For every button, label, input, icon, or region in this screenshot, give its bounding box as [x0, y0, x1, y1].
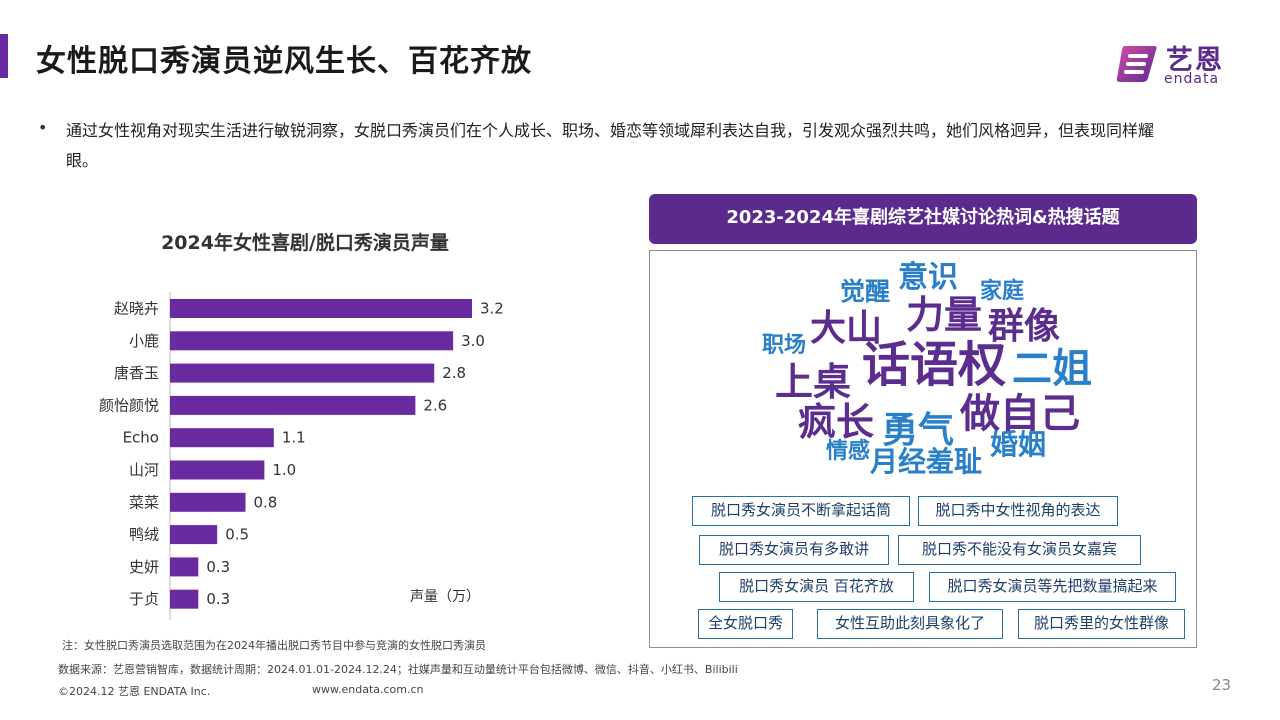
bar	[170, 557, 199, 577]
word-cloud-term: 婚姻	[990, 428, 1047, 461]
value-label: 0.8	[254, 493, 278, 511]
category-label: Echo	[123, 429, 159, 447]
hot-topic-tag: 脱口秀中女性视角的表达	[918, 496, 1118, 526]
category-label: 鸭绒	[129, 526, 159, 544]
logo-text-cn: 艺恩	[1166, 45, 1224, 76]
category-label: 颜怡颜悦	[99, 396, 159, 414]
value-label: 0.3	[206, 558, 230, 576]
hot-topic-tag: 脱口秀女演员 百花齐放	[719, 572, 914, 602]
footnote: 注：女性脱口秀演员选取范围为在2024年播出脱口秀节目中参与竞演的女性脱口秀演员	[62, 639, 486, 652]
value-label: 0.3	[206, 590, 230, 608]
category-label: 于贞	[129, 590, 159, 608]
copyright: ©2024.12 艺恩 ENDATA Inc.	[58, 685, 211, 698]
value-label: 1.1	[282, 429, 306, 447]
chart-unit-label: 声量（万）	[410, 589, 480, 605]
bar	[170, 525, 218, 545]
chart-title: 2024年女性喜剧/脱口秀演员声量	[161, 232, 449, 254]
bar	[170, 363, 435, 383]
value-label: 1.0	[272, 461, 296, 479]
bar	[170, 331, 454, 351]
value-label: 3.0	[461, 332, 485, 350]
endata-logo-icon	[1116, 46, 1157, 82]
word-cloud-term: 月经羞耻	[870, 445, 983, 478]
category-label: 菜菜	[129, 493, 159, 511]
page-title: 女性脱口秀演员逆风生长、百花齐放	[36, 44, 532, 79]
endata-logo: 艺恩 endata	[1114, 38, 1244, 90]
bullet-marker: •	[38, 118, 48, 137]
bar	[170, 492, 246, 512]
data-source: 数据来源：艺恩营销智库，数据统计周期：2024.01.01-2024.12.24…	[58, 663, 738, 676]
word-cloud-term: 上桌	[775, 360, 852, 404]
hot-topic-tag: 脱口秀女演员有多敢讲	[699, 535, 889, 565]
word-cloud-term: 觉醒	[840, 277, 891, 306]
bar	[170, 589, 199, 609]
hot-topic-tag: 女性互助此刻具象化了	[817, 609, 1003, 639]
logo-text-en: endata	[1164, 71, 1220, 87]
category-label: 小鹿	[129, 332, 159, 350]
website: www.endata.com.cn	[312, 683, 424, 696]
hot-topic-tag: 脱口秀里的女性群像	[1018, 609, 1185, 639]
word-cloud-term: 职场	[762, 333, 807, 358]
voice-volume-bar-chart: 赵晓卉 3.2 小鹿 3.0 唐香玉 2.8 颜怡颜悦 2.6 Echo 1.1 山河 1.0 菜菜 0.…	[99, 292, 504, 620]
word-cloud-term: 群像	[988, 306, 1061, 347]
word-cloud-term: 疯长	[798, 400, 875, 444]
category-label: 唐香玉	[114, 364, 159, 382]
word-cloud-term: 意识	[898, 260, 958, 295]
word-cloud-term: 做自己	[960, 391, 1080, 437]
page-number: 23	[1212, 676, 1232, 694]
word-cloud-term: 家庭	[980, 279, 1025, 304]
word-cloud-term: 情感	[826, 439, 871, 464]
value-label: 0.5	[225, 526, 249, 544]
value-label: 3.2	[480, 300, 504, 318]
word-cloud-term: 勇气	[882, 410, 955, 451]
bar	[170, 395, 416, 415]
bar	[170, 299, 472, 318]
word-cloud-term: 二姐	[1012, 346, 1092, 392]
word-cloud-term: 力量	[906, 293, 983, 337]
wordcloud-banner: 2023-2024年喜剧综艺社媒讨论热词&热搜话题	[649, 194, 1197, 244]
hot-topic-tag: 脱口秀不能没有女演员女嘉宾	[898, 535, 1141, 565]
intro-paragraph: 通过女性视角对现实生活进行敏锐洞察，女脱口秀演员们在个人成长、职场、婚恋等领域犀…	[66, 121, 1155, 170]
bar	[170, 460, 265, 480]
word-cloud-term: 话语权	[862, 337, 1007, 393]
hot-topic-tag: 脱口秀女演员不断拿起话筒	[692, 496, 910, 526]
category-label: 史妍	[129, 558, 159, 576]
hot-topic-tag: 脱口秀女演员等先把数量搞起来	[929, 572, 1176, 602]
category-label: 赵晓卉	[114, 300, 159, 318]
value-label: 2.8	[442, 364, 466, 382]
wordcloud-panel: 意识 觉醒 家庭大山 力量 群像职场 话语权 二姐 上桌 疯长 勇气 做自己情感 婚姻 月经羞耻 脱口秀…	[649, 250, 1197, 648]
title-accent-bar	[0, 34, 8, 78]
value-label: 2.6	[423, 396, 447, 414]
word-cloud-term: 大山	[810, 308, 883, 349]
bar	[170, 428, 274, 448]
hot-topic-tag: 全女脱口秀	[698, 609, 793, 639]
category-label: 山河	[129, 461, 159, 479]
